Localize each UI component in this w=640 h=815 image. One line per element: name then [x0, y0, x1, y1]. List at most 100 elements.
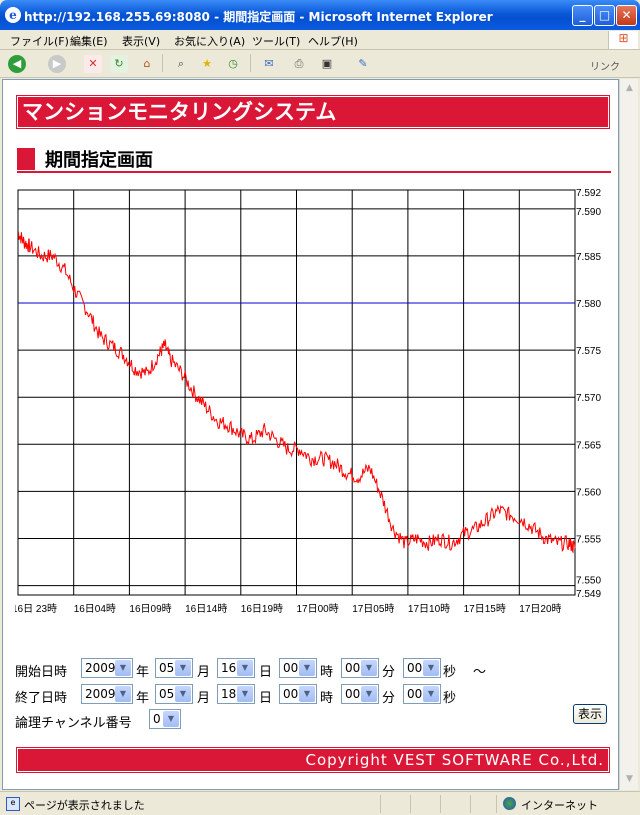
menu-edit[interactable]: 編集(E)	[70, 35, 108, 48]
x-tick-label: 16日 23時	[15, 603, 57, 615]
minute-unit: 分	[382, 665, 396, 680]
y-tick-label: 7.550	[576, 576, 601, 587]
edit-icon[interactable]: ▣	[321, 57, 333, 70]
x-tick-label: 16日14時	[185, 603, 227, 615]
range-tilde: ～	[473, 665, 487, 680]
minimize-button[interactable]: _	[572, 5, 593, 26]
start-label: 開始日時	[15, 665, 68, 680]
year-unit: 年	[136, 665, 150, 680]
chevron-down-icon: ▼	[115, 660, 131, 676]
status-bar: e ページが表示されました インターネット	[0, 791, 640, 815]
toolbar: ◀ ▶ ✕ ↻ ⌂ ⌕ ★ ◷ ✉ ⎙ ▣ ✎ リンク	[0, 51, 640, 78]
end-minute-select[interactable]: 00 ▼	[341, 684, 379, 704]
end-label: 終了日時	[15, 691, 68, 706]
menu-file[interactable]: ファイル(F)	[10, 35, 69, 48]
system-banner: マンションモニタリングシステム	[16, 95, 610, 129]
y-tick-label: 7.580	[576, 299, 601, 310]
x-tick-label: 17日10時	[408, 603, 450, 615]
x-tick-label: 17日20時	[519, 603, 561, 615]
status-separator	[440, 795, 441, 813]
chevron-down-icon: ▼	[115, 686, 131, 702]
windows-logo-icon: ⊞	[608, 31, 638, 49]
status-text: ページが表示されました	[24, 799, 145, 812]
start-year-select[interactable]: 2009 ▼	[81, 658, 133, 678]
maximize-button[interactable]: □	[594, 5, 615, 26]
y-tick-label: 7.575	[576, 346, 601, 357]
chevron-down-icon: ▼	[299, 660, 315, 676]
page-icon: e	[6, 797, 20, 811]
end-day-select[interactable]: 18 ▼	[217, 684, 255, 704]
y-tick-label: 7.570	[576, 393, 601, 404]
start-second-select[interactable]: 00 ▼	[403, 658, 441, 678]
chevron-down-icon: ▼	[175, 686, 191, 702]
start-day-select[interactable]: 16 ▼	[217, 658, 255, 678]
heading-marker	[17, 148, 35, 170]
second-unit: 秒	[443, 691, 457, 706]
refresh-icon[interactable]: ↻	[110, 55, 128, 73]
hour-unit: 時	[320, 665, 334, 680]
y-tick-label: 7.549	[576, 589, 601, 600]
start-minute-select[interactable]: 00 ▼	[341, 658, 379, 678]
menu-bar: ファイル(F) 編集(E) 表示(V) お気に入り(A) ツール(T) ヘルプ(…	[0, 30, 640, 50]
x-tick-label: 16日04時	[74, 603, 116, 615]
year-unit: 年	[136, 691, 150, 706]
status-separator	[380, 795, 381, 813]
section-heading: 期間指定画面	[17, 146, 611, 173]
x-tick-label: 17日15時	[464, 603, 506, 615]
menu-tools[interactable]: ツール(T)	[252, 35, 301, 48]
chevron-down-icon: ▼	[423, 660, 439, 676]
toolbar-separator	[250, 54, 251, 72]
menu-help[interactable]: ヘルプ(H)	[308, 35, 358, 48]
second-unit: 秒	[443, 665, 457, 680]
favorites-icon[interactable]: ★	[202, 57, 212, 70]
chevron-down-icon: ▼	[423, 686, 439, 702]
page-content: マンションモニタリングシステム 期間指定画面 7.592 7.590 7.585 7.…	[2, 79, 619, 790]
search-icon[interactable]: ⌕	[177, 57, 185, 70]
messenger-icon[interactable]: ✎	[358, 57, 368, 70]
x-tick-label: 16日09時	[129, 603, 171, 615]
status-separator	[410, 795, 411, 813]
globe-icon	[503, 797, 516, 810]
stop-icon[interactable]: ✕	[84, 55, 102, 73]
y-tick-label: 7.585	[576, 252, 601, 263]
end-year-select[interactable]: 2009 ▼	[81, 684, 133, 704]
print-icon[interactable]: ⎙	[294, 57, 304, 70]
hour-unit: 時	[320, 691, 334, 706]
channel-select[interactable]: 0 ▼	[149, 709, 181, 729]
chevron-down-icon: ▼	[237, 686, 253, 702]
start-hour-select[interactable]: 00 ▼	[279, 658, 317, 678]
start-month-select[interactable]: 05 ▼	[155, 658, 193, 678]
forward-icon[interactable]: ▶	[48, 55, 66, 73]
month-unit: 月	[197, 665, 211, 680]
end-month-select[interactable]: 05 ▼	[155, 684, 193, 704]
status-separator	[470, 795, 471, 813]
y-tick-label: 7.592	[576, 188, 601, 199]
y-tick-label: 7.560	[576, 487, 601, 498]
show-button[interactable]: 表示	[573, 704, 607, 724]
chevron-down-icon: ▼	[237, 660, 253, 676]
end-hour-select[interactable]: 00 ▼	[279, 684, 317, 704]
scroll-up-icon[interactable]: ▲	[626, 83, 633, 93]
month-unit: 月	[197, 691, 211, 706]
trend-chart: 7.592 7.590 7.585 7.580 7.575 7.570 7.565 7.560…	[15, 188, 601, 615]
x-tick-label: 16日19時	[241, 603, 283, 615]
back-icon[interactable]: ◀	[8, 55, 26, 73]
vertical-scrollbar[interactable]: ▲ ▼	[619, 79, 638, 790]
end-second-select[interactable]: 00 ▼	[403, 684, 441, 704]
chevron-down-icon: ▼	[361, 686, 377, 702]
links-label[interactable]: リンク	[590, 62, 620, 73]
scroll-down-icon[interactable]: ▼	[626, 774, 633, 784]
menu-view[interactable]: 表示(V)	[122, 35, 161, 48]
x-tick-label: 17日05時	[352, 603, 394, 615]
home-icon[interactable]: ⌂	[143, 57, 151, 70]
close-button[interactable]: ✕	[616, 5, 637, 26]
mail-icon[interactable]: ✉	[264, 57, 274, 70]
ie-icon: e	[5, 7, 21, 23]
y-tick-label: 7.565	[576, 440, 601, 451]
data-series-line	[17, 231, 576, 554]
history-icon[interactable]: ◷	[228, 57, 238, 70]
menu-favorites[interactable]: お気に入り(A)	[174, 35, 246, 48]
copyright-footer: Copyright VEST SOFTWARE Co.,Ltd.	[16, 747, 610, 773]
toolbar-separator	[162, 54, 163, 72]
zone-label: インターネット	[521, 799, 598, 812]
